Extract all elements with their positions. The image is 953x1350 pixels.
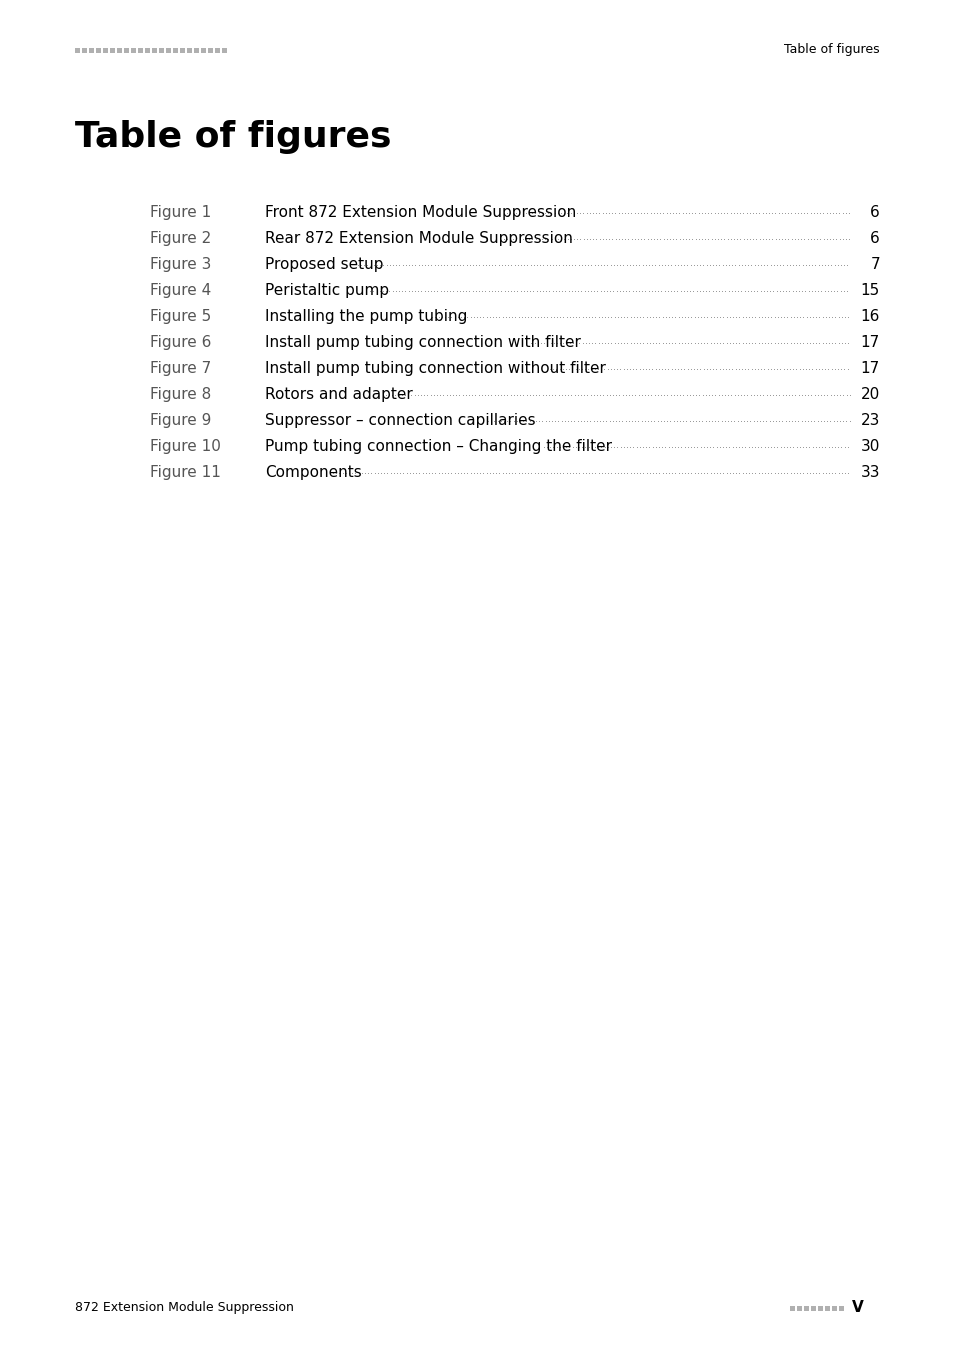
Text: Table of figures: Table of figures (75, 120, 391, 154)
Text: V: V (851, 1300, 862, 1315)
Text: 16: 16 (860, 309, 879, 324)
Bar (180, 47, 185, 53)
Text: Figure 4: Figure 4 (150, 284, 211, 298)
Text: 15: 15 (860, 284, 879, 298)
Bar (789, 1305, 794, 1311)
Text: Components: Components (265, 464, 361, 481)
Text: Figure 1: Figure 1 (150, 205, 211, 220)
Bar (187, 47, 192, 53)
Bar (145, 47, 150, 53)
Text: Table of figures: Table of figures (783, 43, 879, 57)
Text: 17: 17 (860, 360, 879, 377)
Bar (124, 47, 129, 53)
Text: Pump tubing connection – Changing the filter: Pump tubing connection – Changing the fi… (265, 439, 612, 454)
Bar (193, 47, 199, 53)
Bar (208, 47, 213, 53)
Bar (831, 1305, 836, 1311)
Text: Rotors and adapter: Rotors and adapter (265, 387, 413, 402)
Text: 23: 23 (860, 413, 879, 428)
Text: 33: 33 (860, 464, 879, 481)
Bar (89, 47, 94, 53)
Bar (803, 1305, 808, 1311)
Bar (810, 1305, 815, 1311)
Text: Install pump tubing connection with filter: Install pump tubing connection with filt… (265, 335, 580, 350)
Bar (96, 47, 101, 53)
Bar (75, 47, 80, 53)
Bar (103, 47, 108, 53)
Text: Rear 872 Extension Module Suppression: Rear 872 Extension Module Suppression (265, 231, 572, 246)
Text: Figure 2: Figure 2 (150, 231, 211, 246)
Bar (214, 47, 220, 53)
Text: 872 Extension Module Suppression: 872 Extension Module Suppression (75, 1301, 294, 1315)
Bar (117, 47, 122, 53)
Bar (838, 1305, 843, 1311)
Bar (152, 47, 157, 53)
Text: Figure 10: Figure 10 (150, 439, 221, 454)
Text: 6: 6 (869, 231, 879, 246)
Text: Suppressor – connection capillaries: Suppressor – connection capillaries (265, 413, 535, 428)
Text: Proposed setup: Proposed setup (265, 256, 383, 271)
Text: Figure 3: Figure 3 (150, 256, 212, 271)
Text: Installing the pump tubing: Installing the pump tubing (265, 309, 467, 324)
Text: 17: 17 (860, 335, 879, 350)
Text: Figure 5: Figure 5 (150, 309, 211, 324)
Text: Figure 7: Figure 7 (150, 360, 211, 377)
Bar (131, 47, 136, 53)
Text: Peristaltic pump: Peristaltic pump (265, 284, 389, 298)
Text: Figure 9: Figure 9 (150, 413, 212, 428)
Bar (172, 47, 178, 53)
Bar (222, 47, 227, 53)
Bar (138, 47, 143, 53)
Bar (110, 47, 115, 53)
Text: 7: 7 (869, 256, 879, 271)
Text: Front 872 Extension Module Suppression: Front 872 Extension Module Suppression (265, 205, 576, 220)
Text: Figure 8: Figure 8 (150, 387, 211, 402)
Bar (796, 1305, 801, 1311)
Bar (166, 47, 171, 53)
Text: 6: 6 (869, 205, 879, 220)
Bar (201, 47, 206, 53)
Text: Figure 11: Figure 11 (150, 464, 221, 481)
Text: 30: 30 (860, 439, 879, 454)
Bar (82, 47, 87, 53)
Bar (824, 1305, 829, 1311)
Text: 20: 20 (860, 387, 879, 402)
Bar (159, 47, 164, 53)
Bar (817, 1305, 822, 1311)
Text: Figure 6: Figure 6 (150, 335, 212, 350)
Text: Install pump tubing connection without filter: Install pump tubing connection without f… (265, 360, 605, 377)
